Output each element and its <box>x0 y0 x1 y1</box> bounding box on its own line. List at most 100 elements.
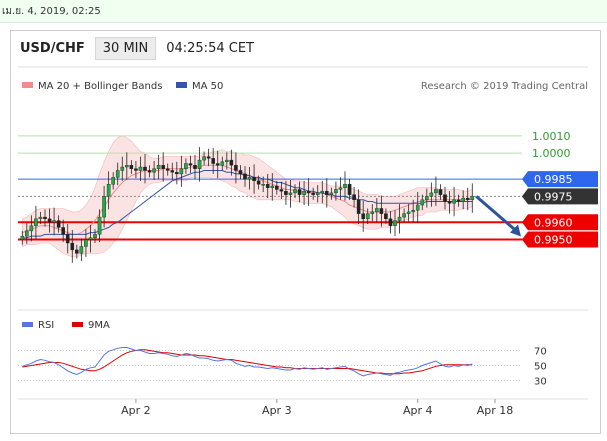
candle <box>447 191 452 214</box>
candle <box>106 171 111 210</box>
chart-header: USD/CHF 30 MIN 04:25:54 CET <box>18 36 254 60</box>
legend-swatch-ma50 <box>176 82 187 88</box>
candle-body <box>193 165 197 169</box>
candle <box>465 187 470 211</box>
candle <box>393 210 397 237</box>
candle <box>247 167 252 190</box>
candle-body <box>70 242 75 251</box>
moving-averages <box>22 164 473 239</box>
candle-body <box>179 168 184 175</box>
candle <box>43 209 47 227</box>
rsi-ma-line <box>22 349 473 375</box>
candle-body <box>252 177 256 182</box>
forecast-arrow-line <box>475 195 518 233</box>
candle-body <box>275 185 279 190</box>
candle-body <box>429 192 434 197</box>
candle <box>179 155 184 187</box>
candle <box>343 171 347 201</box>
candle-body <box>279 189 284 192</box>
candle-body <box>406 211 411 214</box>
candle <box>97 209 102 243</box>
candle-body <box>43 216 47 220</box>
candle <box>434 176 438 206</box>
candle-body <box>365 213 370 220</box>
x-tick-label-2: Apr 4 <box>403 404 433 417</box>
candle <box>370 204 375 222</box>
candle <box>402 208 406 223</box>
candle <box>288 179 293 208</box>
candle <box>415 192 420 224</box>
candle <box>147 165 152 178</box>
candle-body <box>447 201 452 204</box>
candle-body <box>125 165 129 168</box>
candle-body <box>434 189 438 194</box>
candle-body <box>306 190 311 194</box>
ma50-line <box>22 170 473 239</box>
candle-body <box>361 213 365 220</box>
legend-label-ma20: MA 20 + Bollinger Bands <box>38 81 162 92</box>
level-label-5: 0.9950 <box>534 234 573 247</box>
candles <box>20 147 475 263</box>
candle <box>293 184 297 199</box>
level-label-2: 0.9985 <box>534 173 573 186</box>
candle-body <box>65 234 70 244</box>
candle <box>270 173 275 201</box>
rsi-line <box>22 347 473 377</box>
candle <box>406 204 411 222</box>
candle-body <box>211 158 215 164</box>
candle <box>329 187 334 200</box>
candle-body <box>334 189 338 194</box>
candle <box>193 154 197 180</box>
timeframe-button[interactable]: 30 MIN <box>94 36 157 60</box>
candle <box>120 156 125 181</box>
candle <box>220 156 225 171</box>
ma20-line <box>22 164 473 235</box>
candle <box>388 211 393 234</box>
candle-body <box>188 163 193 166</box>
candle-body <box>265 184 270 188</box>
x-tick-label-0: Apr 2 <box>121 404 151 417</box>
candle <box>243 166 247 187</box>
legend-swatch-9ma <box>72 322 83 327</box>
candle <box>111 172 115 190</box>
candle-body <box>470 196 475 201</box>
candle-body <box>225 159 229 163</box>
legend-label-9ma: 9MA <box>88 320 110 331</box>
candle <box>397 204 402 234</box>
candle <box>56 215 61 233</box>
candle <box>425 188 429 208</box>
candle-body <box>388 218 393 226</box>
candle-body <box>438 189 443 195</box>
candle <box>438 184 443 200</box>
candle <box>284 180 288 205</box>
candle-body <box>106 184 111 197</box>
candle-body <box>247 177 252 180</box>
candle-body <box>161 165 165 169</box>
legend-label-rsi: RSI <box>38 320 54 331</box>
candle <box>161 152 165 182</box>
candle-body <box>115 170 120 178</box>
candle <box>429 182 434 207</box>
candle-body <box>197 159 202 169</box>
candle-body <box>402 213 406 218</box>
level-tag-4 <box>522 214 598 231</box>
candle <box>202 151 206 166</box>
candle-body <box>384 213 388 220</box>
candle <box>65 224 70 254</box>
candle-body <box>238 170 243 175</box>
candle-body <box>47 218 52 223</box>
candle <box>138 156 143 181</box>
candle <box>411 199 415 223</box>
candle-body <box>370 211 375 214</box>
candle <box>25 223 29 244</box>
candle <box>311 187 315 200</box>
level-label-0: 1.0010 <box>532 130 571 143</box>
level-tag-5 <box>522 231 598 248</box>
candle <box>261 176 265 193</box>
candle <box>256 175 261 190</box>
clock-label: 04:25:54 CET <box>166 40 254 56</box>
candle-body <box>325 190 329 195</box>
level-label-1: 1.0000 <box>532 147 571 160</box>
candle <box>211 148 215 174</box>
